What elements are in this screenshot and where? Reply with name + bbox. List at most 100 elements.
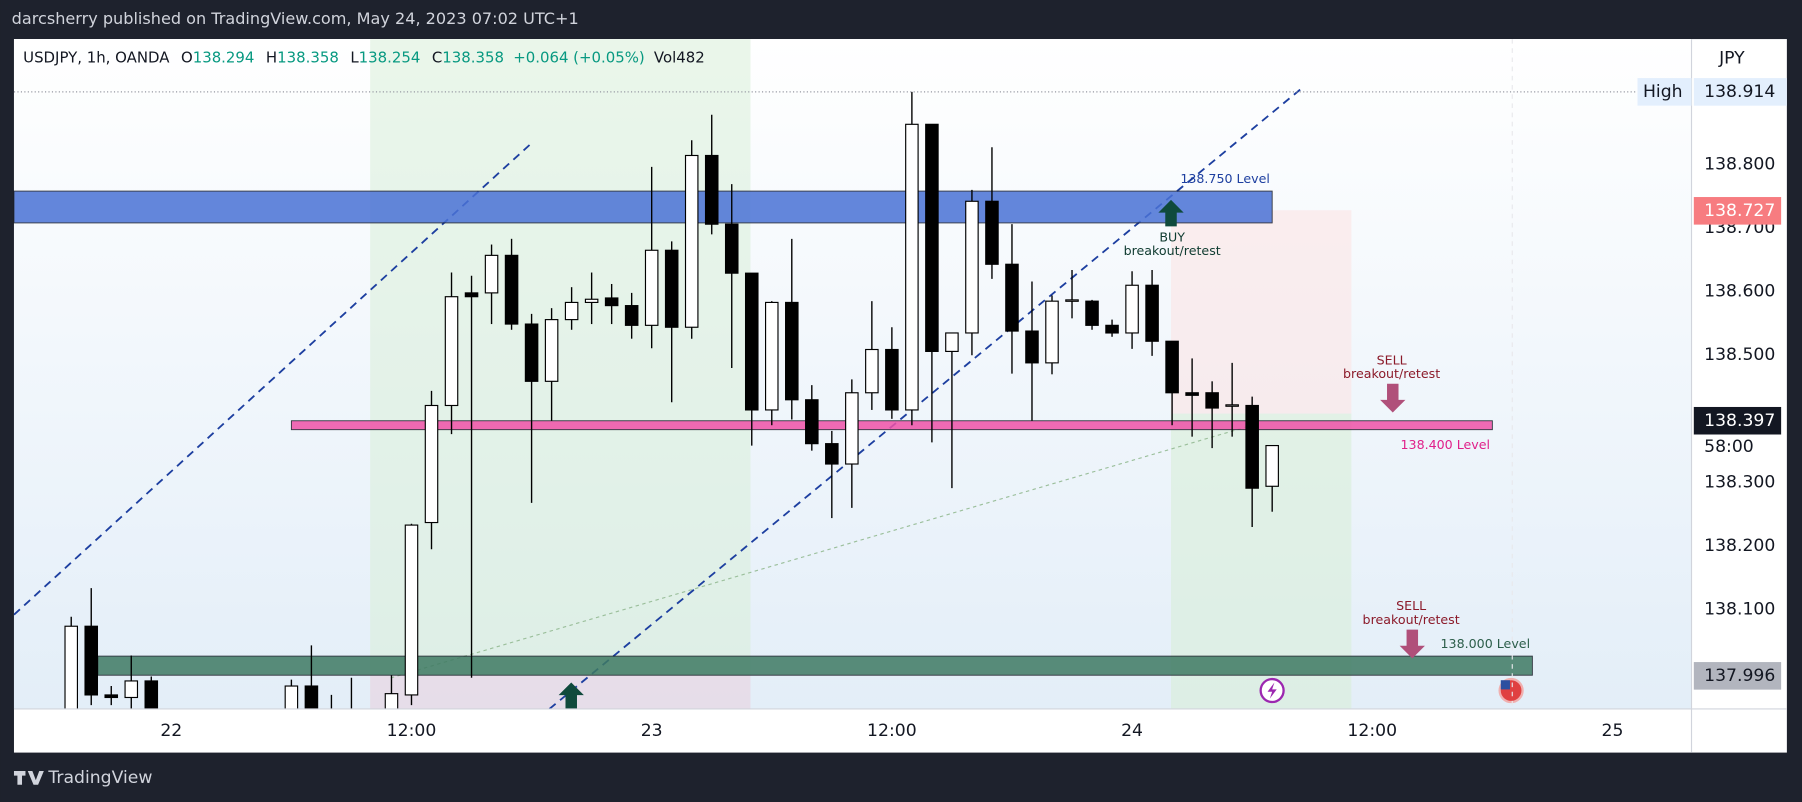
zones: 138.750 Level 138.400 Level 138.000 Level bbox=[13, 171, 1533, 676]
candle-body bbox=[564, 301, 579, 321]
candle-body bbox=[1005, 263, 1019, 332]
level-zone bbox=[13, 190, 1273, 224]
candle-body bbox=[1205, 392, 1219, 409]
y-tick-label: 138.100 bbox=[1704, 600, 1775, 620]
candle-body bbox=[744, 272, 759, 411]
legend-item: L bbox=[350, 49, 359, 67]
legend-item: Vol482 bbox=[654, 49, 705, 67]
x-tick-label: 12:00 bbox=[867, 721, 917, 741]
buy-arrow bbox=[558, 682, 584, 709]
candle-body bbox=[584, 298, 599, 304]
brand-name: TradingView bbox=[47, 768, 152, 788]
high-tag bbox=[1637, 78, 1692, 106]
level-zone bbox=[290, 420, 1493, 431]
candle-body bbox=[484, 254, 499, 294]
candle-body bbox=[64, 625, 78, 709]
event-icons bbox=[1259, 677, 1524, 704]
brand-logo bbox=[13, 770, 44, 785]
legend-item: O bbox=[181, 49, 193, 67]
candle-body bbox=[544, 319, 559, 382]
legend: USDJPY, 1h, OANDA O138.294 H138.358 L138.25… bbox=[23, 49, 705, 67]
candle-body bbox=[1265, 444, 1279, 487]
candle-body bbox=[1045, 300, 1059, 364]
sell-arrow bbox=[1380, 383, 1406, 413]
candle-body bbox=[284, 685, 299, 709]
annotation: breakout/retest bbox=[1343, 366, 1440, 381]
candle-body bbox=[504, 254, 519, 325]
candle-body bbox=[1185, 392, 1199, 396]
candle-body bbox=[684, 154, 699, 328]
candle-body bbox=[1225, 404, 1239, 407]
x-tick-label: 24 bbox=[1121, 721, 1143, 741]
high-tag-label: High bbox=[1643, 82, 1683, 102]
candle-body bbox=[84, 625, 99, 696]
candle-body bbox=[464, 292, 479, 298]
x-tick-label: 12:00 bbox=[387, 721, 437, 741]
candle-body bbox=[624, 305, 639, 326]
candle-body bbox=[704, 154, 719, 225]
level-zone bbox=[97, 655, 1533, 676]
candle-body bbox=[825, 443, 839, 465]
brand: TradingView bbox=[13, 768, 152, 788]
plot-background bbox=[13, 39, 1692, 709]
candle-body bbox=[945, 332, 959, 352]
level-label: 138.400 Level bbox=[1401, 437, 1491, 452]
price-tag-label: 137.996 bbox=[1704, 666, 1775, 686]
publisher: darcsherry published on TradingView.com,… bbox=[12, 9, 579, 28]
price-tag-label: 138.914 bbox=[1704, 82, 1775, 102]
candle-body bbox=[905, 123, 919, 411]
candle-body bbox=[424, 404, 439, 524]
x-tick-label: 25 bbox=[1601, 721, 1623, 741]
x-tick-label: 12:00 bbox=[1347, 721, 1397, 741]
candle-body bbox=[785, 301, 799, 401]
candle-body bbox=[444, 296, 459, 407]
annotation: BUY bbox=[1159, 229, 1185, 244]
legend-item: 138.294 bbox=[193, 49, 255, 67]
currency: JPY bbox=[1718, 49, 1745, 69]
candle-body bbox=[384, 693, 399, 709]
arrows bbox=[558, 199, 1425, 709]
candle-body bbox=[865, 348, 879, 394]
candle-body bbox=[644, 249, 659, 326]
price-tag-label: 138.397 bbox=[1704, 411, 1775, 431]
candles bbox=[64, 91, 1279, 709]
candle-body bbox=[1025, 330, 1039, 364]
annotation: breakout/retest bbox=[1124, 243, 1221, 258]
axes: 138.100 138.200 138.300 138.500 138.600 138.7… bbox=[13, 78, 1787, 741]
legend-item: H bbox=[266, 49, 277, 67]
flag-icon bbox=[1500, 680, 1510, 690]
annotation: breakout/retest bbox=[1363, 612, 1460, 627]
y-tick-label: 138.800 bbox=[1704, 154, 1775, 174]
candle-body bbox=[1105, 324, 1119, 334]
y-tick-label: 138.500 bbox=[1704, 345, 1775, 365]
candle-body bbox=[985, 200, 999, 265]
sell-arrow bbox=[1399, 629, 1425, 659]
candle-body bbox=[885, 348, 899, 411]
candle-body bbox=[965, 200, 979, 334]
candle-body bbox=[925, 123, 939, 352]
position-loss-area bbox=[1171, 210, 1352, 414]
candle-body bbox=[1065, 299, 1079, 302]
position-line bbox=[390, 424, 1253, 679]
level-label: 138.750 Level bbox=[1180, 171, 1270, 186]
candle-body bbox=[144, 680, 159, 709]
x-tick-label: 23 bbox=[641, 721, 663, 741]
price-tag bbox=[1693, 78, 1787, 106]
candle-body bbox=[1245, 404, 1259, 489]
trend-line bbox=[548, 85, 1305, 709]
y-tick-label: 138.300 bbox=[1704, 472, 1775, 492]
annotation: SELL bbox=[1377, 352, 1407, 367]
level-label: 138.000 Level bbox=[1441, 636, 1531, 651]
candle-body bbox=[1145, 284, 1159, 342]
candle-body bbox=[764, 301, 779, 411]
position-loss-area bbox=[370, 675, 751, 709]
legend-item: 138.254 bbox=[359, 49, 421, 67]
candle-body bbox=[1085, 300, 1099, 326]
candle-body bbox=[404, 524, 419, 696]
legend-item: USDJPY, 1h, OANDA bbox=[23, 49, 170, 67]
price-tag bbox=[1693, 662, 1782, 690]
countdown-tag bbox=[1693, 434, 1782, 460]
price-tag-label: 138.727 bbox=[1704, 201, 1775, 221]
